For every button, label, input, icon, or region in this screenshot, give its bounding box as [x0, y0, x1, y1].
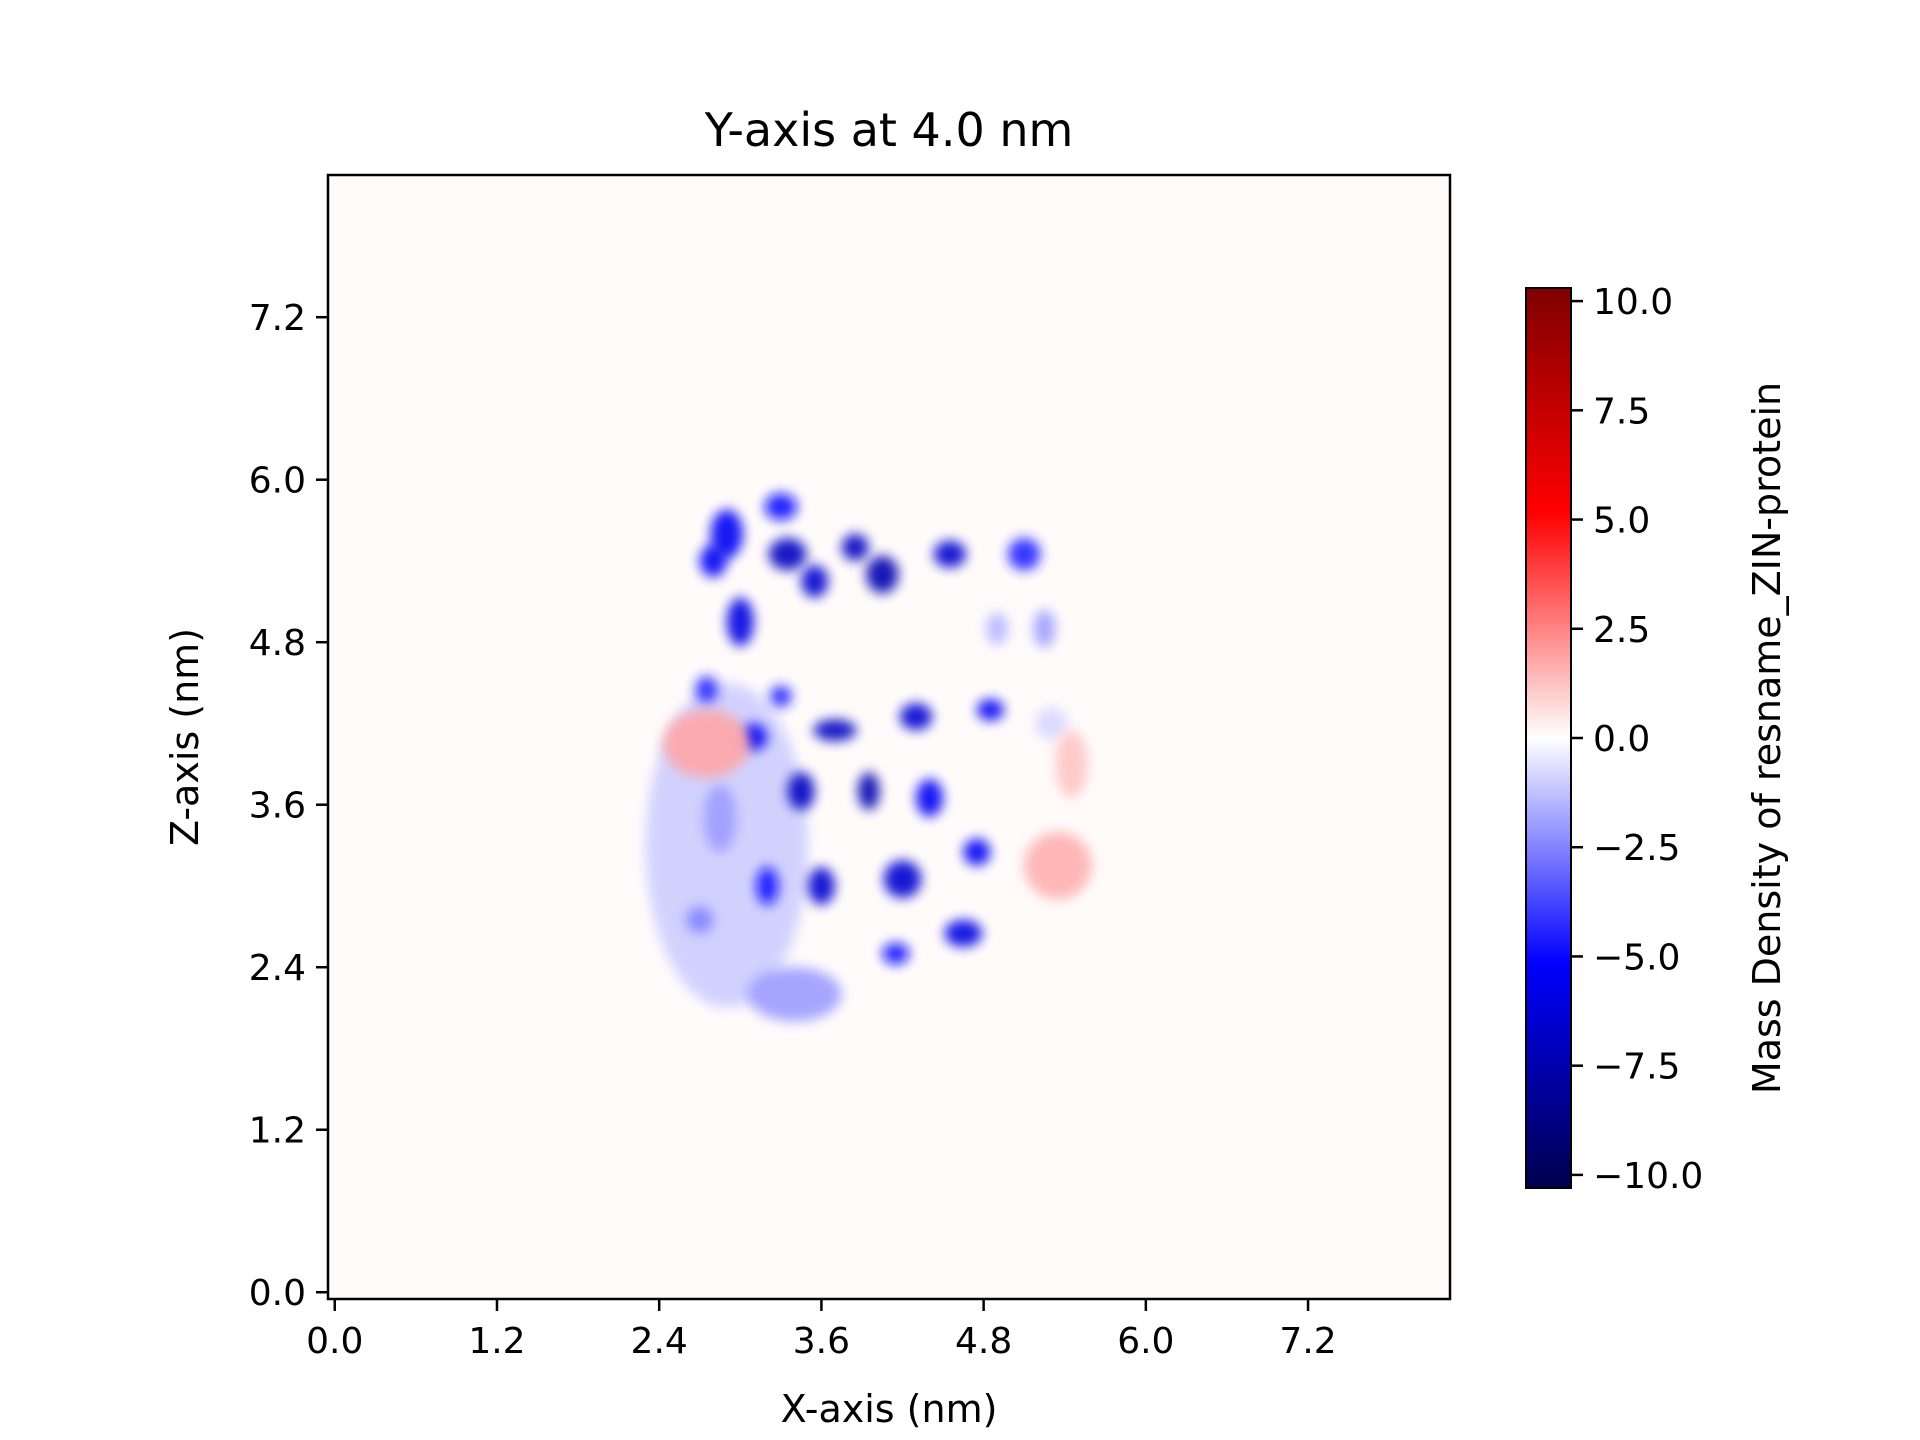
colorbar-tick-label: 5.0 [1593, 501, 1650, 542]
heatmap-cell-18 [899, 703, 933, 731]
x-tick-label: 7.2 [1279, 1321, 1336, 1362]
heatmap-cell-25 [883, 860, 922, 899]
heatmap-cell-15 [770, 685, 792, 708]
colorbar-tick-label: −7.5 [1593, 1047, 1680, 1088]
heatmap-cell-21 [857, 772, 880, 811]
y-tick-label: 1.2 [249, 1111, 306, 1152]
heatmap-cells [645, 493, 1092, 1022]
colorbar-tick-label: 0.0 [1593, 719, 1650, 760]
y-tick-label: 3.6 [249, 786, 306, 827]
heatmap-cell-13 [986, 612, 1008, 645]
chart-title: Y-axis at 4.0 nm [704, 103, 1074, 157]
colorbar-bar [1525, 287, 1572, 1189]
heatmap-cell-31 [1034, 707, 1068, 740]
heatmap-cell-14 [695, 676, 718, 704]
heatmap-cell-23 [756, 867, 779, 905]
heatmap-cell-28 [882, 942, 910, 965]
heatmap-cell-1 [747, 967, 842, 1022]
heatmap-cell-29 [686, 906, 714, 934]
x-tick-label: 2.4 [631, 1321, 688, 1362]
y-tick-label: 4.8 [249, 623, 306, 664]
x-tick-label: 0.0 [306, 1321, 363, 1362]
plot-area [326, 173, 1452, 1301]
y-axis-label: Z-axis (nm) [163, 628, 207, 846]
heatmap-cell-5 [768, 537, 807, 571]
heatmap-background [328, 175, 1450, 1299]
heatmap-cell-2 [710, 509, 744, 559]
colorbar-tick-label: −2.5 [1593, 828, 1680, 869]
y-tick-label: 2.4 [249, 948, 306, 989]
x-axis: 0.0 1.2 2.4 3.6 4.8 6.0 7.2 [306, 1299, 1337, 1362]
heatmap-cell-4 [764, 493, 798, 521]
colorbar-tick-label: 7.5 [1593, 391, 1650, 432]
colorbar-ticks: 10.0 7.5 5.0 2.5 0.0 −2.5 −5.0 −7.5 −10.0 [1571, 282, 1703, 1197]
x-tick-label: 1.2 [468, 1321, 525, 1362]
heatmap-cell-8 [866, 555, 899, 594]
heatmap-cell-11 [726, 597, 754, 647]
colorbar: 10.0 7.5 5.0 2.5 0.0 −2.5 −5.0 −7.5 −10.0 Mass D… [1525, 282, 1789, 1197]
colorbar-tick-label: −10.0 [1593, 1156, 1703, 1197]
plot-frame [326, 173, 1452, 1301]
heatmap-cell-17 [813, 719, 857, 742]
heatmap-cell-34 [1055, 730, 1088, 798]
heatmap-cell-24 [807, 867, 835, 905]
y-tick-label: 0.0 [249, 1273, 306, 1314]
colorbar-tick-label: 2.5 [1593, 610, 1650, 651]
colorbar-tick-label: −5.0 [1593, 937, 1680, 978]
heatmap-cell-10 [1007, 537, 1041, 571]
heatmap-cell-30 [703, 784, 737, 853]
heatmap-cell-3 [699, 544, 727, 578]
heatmap-cell-26 [963, 838, 991, 866]
heatmap-cell-12 [1033, 609, 1056, 648]
y-axis: 0.0 1.2 2.4 3.6 4.8 6.0 7.2 [249, 298, 328, 1314]
heatmap-cell-22 [916, 779, 944, 817]
x-axis-label: X-axis (nm) [781, 1387, 998, 1431]
y-tick-label: 6.0 [249, 461, 306, 502]
heatmap-cell-7 [841, 533, 869, 561]
y-tick-label: 7.2 [249, 298, 306, 339]
heatmap-cell-32 [663, 709, 750, 778]
heatmap-cell-20 [787, 772, 815, 811]
x-tick-label: 4.8 [955, 1321, 1012, 1362]
x-tick-label: 3.6 [793, 1321, 850, 1362]
x-tick-label: 6.0 [1117, 1321, 1174, 1362]
heatmap-cell-19 [976, 699, 1004, 721]
heatmap-cell-9 [933, 540, 967, 568]
heatmap-cell-33 [1024, 831, 1092, 900]
heatmap-cell-27 [944, 919, 983, 947]
colorbar-tick-label: 10.0 [1593, 282, 1673, 323]
heatmap-cell-6 [801, 565, 829, 598]
colorbar-label: Mass Density of resname_ZIN-protein [1745, 382, 1789, 1094]
